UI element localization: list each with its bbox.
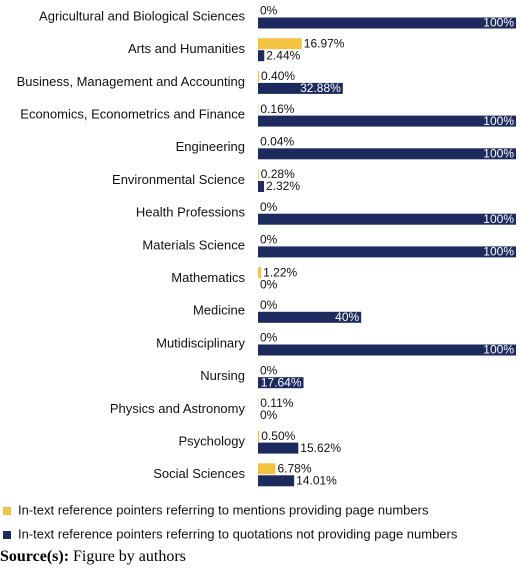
bar <box>258 50 264 61</box>
legend-swatch <box>3 507 11 515</box>
bar <box>258 169 259 180</box>
value-label: 17.64% <box>261 375 302 389</box>
value-label: 40% <box>335 310 359 324</box>
value-label: 0% <box>260 298 278 312</box>
source-label: Source(s): <box>0 548 69 565</box>
value-label: 2.32% <box>266 179 300 193</box>
value-label: 0% <box>260 277 278 291</box>
value-label: 100% <box>483 212 514 226</box>
bar <box>258 18 516 29</box>
category-label: Mutidisciplinary <box>156 335 245 350</box>
bar <box>258 214 516 225</box>
value-label: 100% <box>483 343 514 357</box>
value-label: 0.40% <box>261 69 295 83</box>
legend-swatch <box>3 531 11 539</box>
value-label: 100% <box>483 146 514 160</box>
value-label: 2.44% <box>266 48 300 62</box>
value-label: 0% <box>260 233 278 247</box>
source: Source(s):Figure by authors <box>0 548 186 565</box>
category-label: Engineering <box>176 139 245 154</box>
value-label: 15.62% <box>300 441 341 455</box>
category-label: Business, Management and Accounting <box>17 74 245 89</box>
bar <box>258 475 294 486</box>
value-label: 100% <box>483 114 514 128</box>
category-label: Materials Science <box>142 237 245 252</box>
value-label: 100% <box>483 16 514 30</box>
bar <box>258 443 298 454</box>
category-label: Psychology <box>179 434 246 449</box>
legend-label: In-text reference pointers referring to … <box>18 526 458 541</box>
value-label: 0% <box>260 408 278 422</box>
category-label: Environmental Science <box>112 172 245 187</box>
value-label: 0.50% <box>261 429 295 443</box>
value-label: 32.88% <box>300 81 341 95</box>
source-text: Figure by authors <box>73 548 186 565</box>
bar <box>258 345 516 356</box>
value-label: 0.04% <box>260 134 294 148</box>
bar <box>258 116 516 127</box>
bar <box>258 463 275 474</box>
value-label: 0.16% <box>260 102 294 116</box>
category-label: Economics, Econometrics and Finance <box>20 107 245 122</box>
value-label: 0% <box>260 200 278 214</box>
value-label: 14.01% <box>296 473 337 487</box>
category-label: Mathematics <box>171 270 245 285</box>
category-label: Nursing <box>200 368 245 383</box>
value-label: 16.97% <box>304 36 345 50</box>
category-label: Agricultural and Biological Sciences <box>39 8 245 23</box>
bar <box>258 148 516 159</box>
value-label: 100% <box>483 245 514 259</box>
category-label: Social Sciences <box>153 466 245 481</box>
category-label: Medicine <box>193 303 245 318</box>
legend-label: In-text reference pointers referring to … <box>18 502 429 517</box>
bar <box>258 431 259 442</box>
value-label: 0% <box>260 4 278 18</box>
category-label: Arts and Humanities <box>128 41 246 56</box>
category-label: Physics and Astronomy <box>110 401 246 416</box>
bar <box>258 181 264 192</box>
bar <box>258 246 516 257</box>
bar <box>258 71 259 82</box>
category-label: Health Professions <box>136 205 246 220</box>
value-label: 0% <box>260 331 278 345</box>
